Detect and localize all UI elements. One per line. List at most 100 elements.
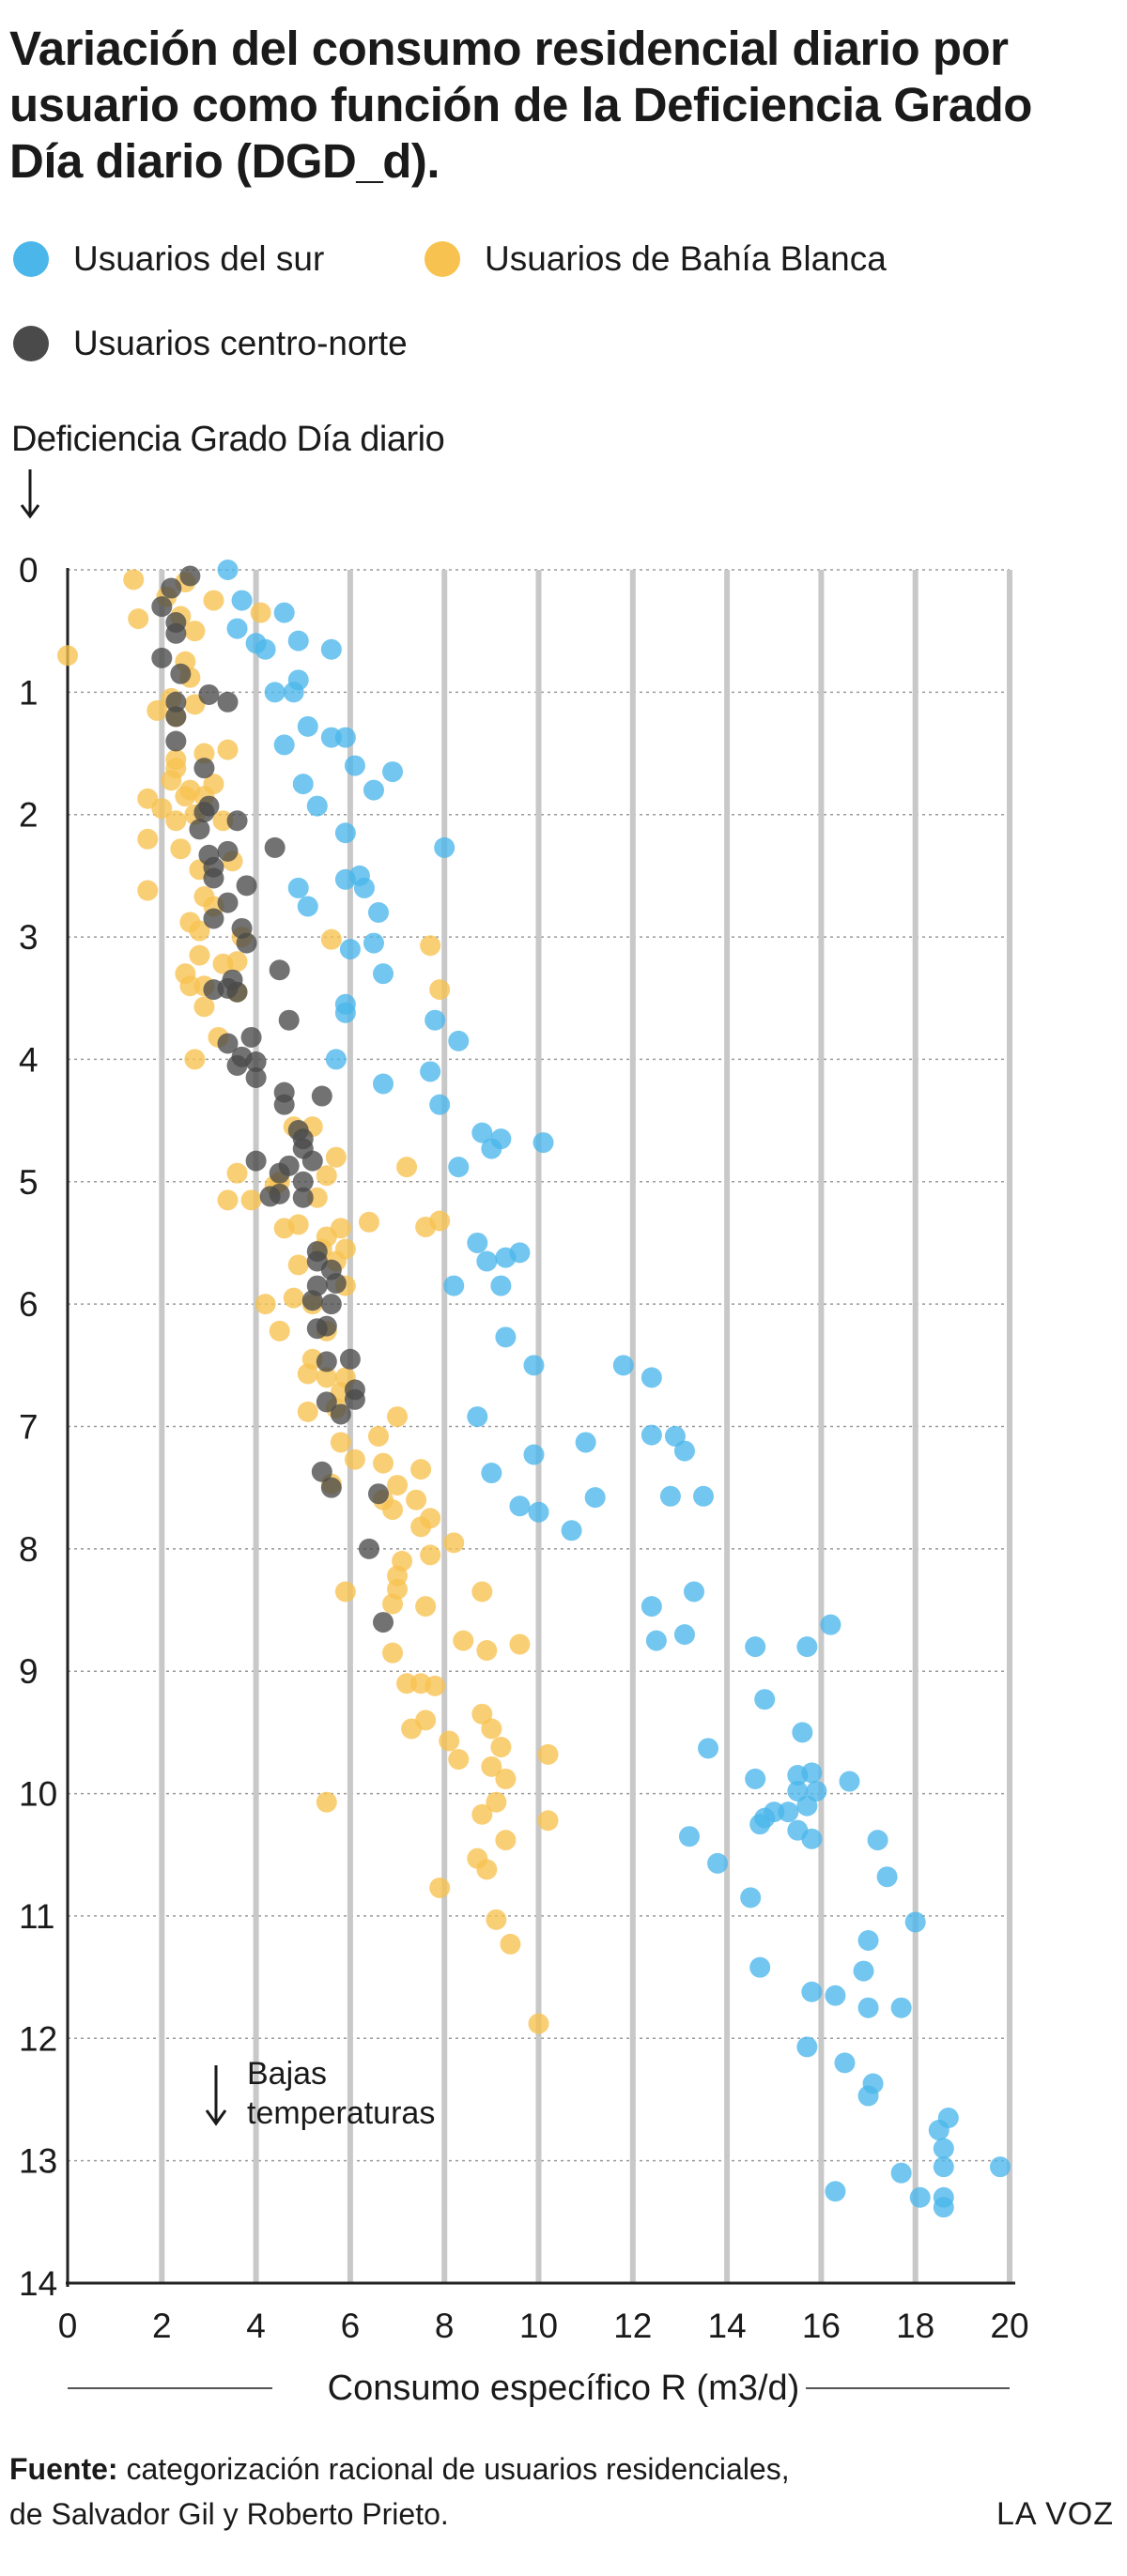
point-bahia-blanca (500, 1933, 521, 1955)
point-sur (792, 1722, 813, 1743)
point-centro-norte (203, 979, 224, 1001)
point-sur (287, 630, 309, 652)
point-centro-norte (269, 1183, 290, 1204)
point-bahia-blanca (189, 944, 210, 966)
point-bahia-blanca (184, 1049, 206, 1070)
point-bahia-blanca (358, 1211, 379, 1233)
point-bahia-blanca (297, 1363, 318, 1385)
point-sur (645, 1630, 667, 1651)
point-bahia-blanca (387, 1475, 409, 1496)
point-bahia-blanca (250, 602, 271, 623)
point-sur (495, 1247, 517, 1268)
point-bahia-blanca (334, 1581, 356, 1602)
point-centro-norte (358, 1538, 379, 1559)
point-bahia-blanca (509, 1633, 531, 1655)
point-centro-norte (226, 1054, 248, 1076)
arrow-down-icon (205, 2065, 227, 2126)
point-centro-norte (165, 706, 187, 728)
point-sur (344, 755, 365, 776)
point-bahia-blanca (429, 1877, 451, 1898)
point-bahia-blanca (410, 1516, 432, 1538)
point-sur (353, 877, 375, 898)
point-sur (749, 1814, 771, 1835)
point-bahia-blanca (273, 1218, 295, 1239)
point-bahia-blanca (396, 1673, 418, 1694)
point-sur (217, 560, 239, 580)
point-bahia-blanca (226, 1162, 248, 1184)
x-tick-label: 0 (58, 2307, 78, 2345)
point-sur (787, 1780, 809, 1802)
point-sur (989, 2156, 1011, 2178)
point-bahia-blanca (217, 739, 239, 760)
point-bahia-blanca (471, 1703, 493, 1725)
point-sur (673, 1624, 695, 1646)
point-bahia-blanca (401, 1718, 423, 1740)
point-bahia-blanca (123, 569, 145, 590)
point-centro-norte (292, 1171, 314, 1192)
point-bahia-blanca (382, 1642, 404, 1664)
point-sur (533, 1132, 554, 1154)
point-centro-norte (367, 1483, 389, 1505)
legend-label-centro-norte: Usuarios centro-norte (73, 324, 408, 362)
point-sur (373, 963, 394, 985)
point-sur (363, 779, 384, 801)
point-sur (820, 1614, 841, 1635)
point-bahia-blanca (137, 880, 159, 901)
source-note: Fuente: categorización racional de usuar… (9, 2446, 790, 2537)
point-bahia-blanca (367, 1425, 389, 1447)
point-bahia-blanca (410, 1459, 432, 1480)
point-centro-norte (203, 867, 224, 889)
point-sur (434, 836, 455, 858)
point-sur (745, 1768, 766, 1789)
point-sur (367, 902, 389, 923)
y-tick-label: 5 (19, 1163, 39, 1202)
point-sur (528, 1501, 549, 1523)
point-sur (292, 774, 314, 795)
point-centro-norte (278, 1009, 300, 1031)
y-tick-label: 9 (19, 1652, 39, 1691)
point-centro-norte (217, 1033, 239, 1054)
y-tick-label: 0 (19, 551, 39, 590)
annotation-line-2: temperaturas (247, 2095, 435, 2131)
point-centro-norte (325, 1272, 347, 1294)
y-tick-label: 2 (19, 796, 39, 835)
point-sur (255, 638, 276, 660)
point-sur (363, 932, 384, 954)
point-centro-norte (311, 1085, 332, 1107)
legend-dot-bahia-blanca (425, 241, 460, 277)
point-sur (909, 2186, 931, 2208)
y-tick-label: 11 (19, 1897, 54, 1936)
point-bahia-blanca (193, 743, 215, 764)
legend-label-bahia-blanca: Usuarios de Bahía Blanca (485, 239, 887, 278)
point-bahia-blanca (297, 1401, 318, 1422)
x-tick-label: 12 (613, 2307, 652, 2345)
point-sur (825, 2181, 846, 2202)
y-tick-label: 10 (19, 1775, 57, 1814)
x-tick-label: 14 (708, 2307, 747, 2345)
point-bahia-blanca (471, 1581, 493, 1602)
point-bahia-blanca (57, 645, 78, 667)
point-bahia-blanca (453, 1630, 474, 1651)
point-bahia-blanca (415, 1217, 437, 1238)
point-bahia-blanca (189, 920, 210, 942)
point-sur (857, 2085, 879, 2107)
point-bahia-blanca (439, 1730, 460, 1752)
point-centro-norte (217, 892, 239, 913)
point-sur (825, 1985, 846, 2006)
point-bahia-blanca (316, 1791, 337, 1813)
point-sur (857, 1997, 879, 2018)
point-centro-norte (320, 1477, 342, 1498)
point-centro-norte (264, 836, 286, 858)
point-centro-norte (165, 622, 187, 644)
point-sur (659, 1485, 681, 1507)
point-sur (420, 1061, 441, 1082)
y-tick-label: 8 (19, 1530, 39, 1569)
point-bahia-blanca (316, 1165, 337, 1187)
point-sur (693, 1485, 715, 1507)
point-sur (467, 1406, 488, 1428)
point-bahia-blanca (316, 1367, 337, 1388)
point-sur (801, 1762, 823, 1784)
point-centro-norte (226, 981, 248, 1003)
point-sur (382, 761, 404, 783)
point-centro-norte (236, 932, 257, 954)
